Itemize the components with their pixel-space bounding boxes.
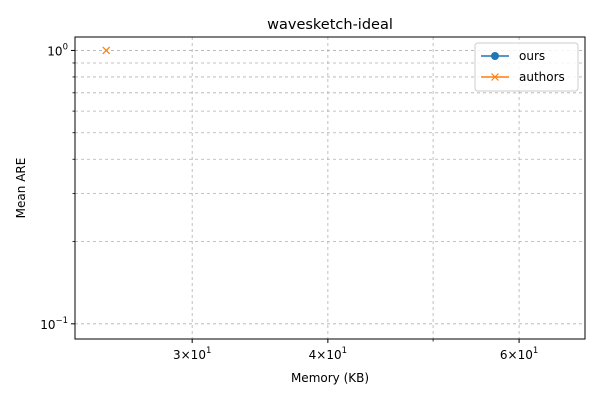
x-tick-label: 4×101 [309,346,347,362]
x-tick-label: 3×101 [173,346,211,362]
x-tick-label-base: 3 [173,348,181,362]
legend-marker-authors [491,73,499,81]
y-tick-label-base: 10 [40,318,55,332]
x-tick-label-group: 4×101 [309,346,347,362]
legend: ours authors [474,42,579,92]
y-tick-label-base: 10 [47,44,62,58]
x-tick-label-times: ×10 [508,348,533,362]
legend-box [474,42,579,92]
x-tick-label: 6×101 [500,346,538,362]
y-tick-label-exponent: 0 [63,42,68,52]
x-tick-label-group: 6×101 [500,346,538,362]
x-tick-label-exponent: 1 [342,346,347,356]
y-tick-label: 10−1 [40,316,68,332]
x-tick-label-times: ×10 [316,348,341,362]
x-tick-label-base: 6 [500,348,508,362]
legend-marker-ours [491,52,499,60]
legend-label-authors: authors [519,70,565,84]
y-axis-label: Mean ARE [14,158,28,219]
y-tick-label-exponent: −1 [55,316,68,326]
chart-title: wavesketch-ideal [267,17,393,33]
legend-label-ours: ours [519,49,545,63]
x-tick-label-base: 4 [309,348,317,362]
x-tick-label-times: ×10 [181,348,206,362]
x-tick-label-exponent: 1 [206,346,211,356]
plot-frame [74,36,586,340]
series-layer [102,46,111,55]
x-axis-label: Memory (KB) [291,371,369,385]
x-tick-label-group: 3×101 [173,346,211,362]
y-tick-label: 100 [47,42,68,58]
data-point-authors [102,46,111,55]
x-tick-label-exponent: 1 [533,346,538,356]
